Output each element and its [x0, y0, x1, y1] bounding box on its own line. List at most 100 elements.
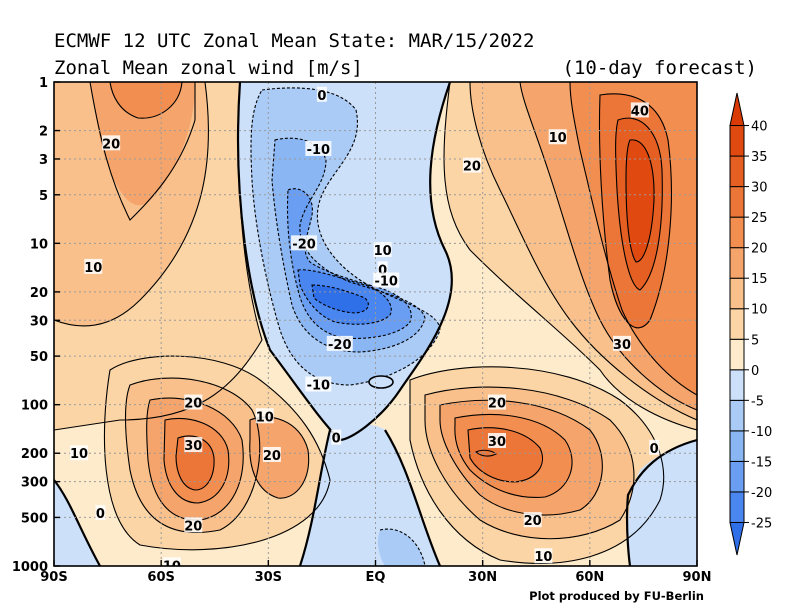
contour-zero-small — [368, 375, 394, 389]
colorbar-label: 25 — [751, 211, 768, 226]
x-tick-label: 60S — [147, 570, 174, 585]
contour-label: -20 — [292, 237, 316, 252]
contour-label: 20 — [184, 397, 202, 412]
chart-subtitle: Zonal Mean zonal wind [m/s] — [54, 57, 363, 79]
x-axis: 90S 60S 30S EQ 30N 60N 90N — [40, 560, 711, 585]
contour-label-bg — [184, 437, 203, 453]
contour-label: -10 — [374, 275, 398, 290]
contour-label-bg — [262, 446, 281, 462]
contour-label: 30 — [613, 338, 631, 353]
contour-label-bg — [316, 86, 327, 102]
y-tick-label: 100 — [21, 399, 48, 414]
contour-label: 0 — [317, 89, 326, 104]
contour-nhjet-25 — [454, 413, 573, 499]
contour-m10 — [271, 137, 426, 353]
contour-label: 0 — [96, 507, 105, 522]
colorbar-label: -25 — [751, 516, 772, 531]
contour-nh-35 — [615, 117, 663, 291]
x-tick-label: 90N — [683, 570, 712, 585]
x-tick-label: 30S — [255, 570, 282, 585]
contour-label-bg — [162, 557, 181, 566]
colorbar-swatch — [729, 92, 745, 127]
contour-label: -20 — [328, 338, 352, 353]
colorbar-swatch — [729, 460, 745, 493]
y-tick-label: 1000 — [12, 560, 48, 575]
colorbar-swatch — [729, 186, 745, 218]
tropics-fill-m25 — [312, 285, 369, 313]
colorbar-swatch — [729, 399, 745, 432]
contour-label-bg — [630, 102, 649, 118]
colorbar-swatch — [729, 155, 745, 188]
contour-label: 10 — [84, 261, 102, 276]
colorbar-label: 15 — [751, 272, 768, 287]
contour-label: 10 — [70, 447, 88, 462]
contour-label-bg — [305, 376, 332, 392]
contour-label: 30 — [184, 439, 202, 454]
colorbar-label: -20 — [751, 486, 772, 501]
tropics-surface-m5 — [377, 529, 425, 566]
contour-label-bg — [184, 394, 203, 410]
contour-nhjet-20 — [439, 399, 603, 516]
contour-label: 10 — [374, 244, 392, 259]
colorbar-swatch — [729, 369, 745, 401]
contour-label-bg — [255, 408, 274, 424]
contour-label: 10 — [549, 131, 567, 146]
y-tick-label: 50 — [30, 350, 48, 365]
grid-lines — [54, 82, 697, 566]
contour-label-bg — [84, 258, 103, 274]
colorbar-label: 40 — [751, 120, 768, 135]
y-tick-label: 5 — [39, 189, 48, 204]
colorbar: 40 35 30 25 20 15 10 5 0 -5 -10 -15 -20 -25 — [729, 92, 772, 556]
contour-label-bg — [523, 512, 542, 528]
contour-nh-10 — [443, 82, 697, 431]
contour-label: 20 — [463, 160, 481, 175]
contour-label-bg — [649, 439, 660, 455]
credit-text: Plot produced by FU-Berlin — [529, 589, 704, 603]
y-tick-label: 2 — [39, 125, 48, 140]
contour-m5 — [250, 87, 441, 386]
contour-label: 10 — [163, 559, 181, 574]
colorbar-label: 20 — [751, 242, 768, 257]
contour-label: 20 — [488, 397, 506, 412]
contour-shjet-30 — [175, 435, 215, 491]
nh-jet-30 — [468, 427, 543, 482]
contour-shjet-sub — [249, 416, 310, 499]
contour-zero-nh-polar — [625, 438, 697, 566]
contour-label-bg — [70, 445, 89, 461]
contour-m25 — [311, 284, 369, 314]
contour-nh-15 — [469, 82, 697, 421]
colorbar-swatch — [729, 216, 745, 249]
contour-label-bg — [184, 517, 203, 533]
contour-label: 20 — [263, 449, 281, 464]
colorbar-swatch — [729, 247, 745, 279]
contour-label-bg — [331, 429, 342, 445]
contour-label-bg — [534, 548, 553, 564]
y-tick-label: 200 — [21, 447, 48, 462]
y-tick-label: 10 — [30, 237, 48, 252]
colorbar-swatch — [729, 430, 745, 462]
contour-label-bg — [373, 242, 392, 258]
contour-label-bg — [612, 335, 631, 351]
colorbar-swatch — [729, 338, 745, 371]
contour-sh-25 — [109, 82, 183, 119]
contour-label: -10 — [307, 143, 331, 158]
contour-label-bg — [326, 335, 353, 351]
y-tick-label: 300 — [21, 476, 48, 491]
contour-label: 20 — [102, 137, 120, 152]
tropics-trop-0 — [300, 424, 440, 566]
contour-label-bg — [487, 394, 506, 410]
contour-label: 0 — [378, 263, 387, 278]
colorbar-label: 30 — [751, 181, 768, 196]
contour-label-bg — [95, 505, 106, 521]
contour-nhjet-15 — [424, 386, 635, 540]
contour-sh-15 — [54, 82, 210, 327]
colorbar-label: 0 — [751, 364, 759, 379]
contour-m20 — [297, 269, 392, 325]
y-axis: 1 2 3 5 10 20 30 50 100 200 300 500 1000 — [12, 76, 60, 575]
contour-surface-m5 — [379, 528, 426, 566]
contour-shjet-20 — [146, 397, 244, 521]
contour-label-bg — [548, 129, 567, 145]
colorbar-swatch — [729, 491, 745, 523]
contour-nh-40 — [625, 139, 655, 263]
